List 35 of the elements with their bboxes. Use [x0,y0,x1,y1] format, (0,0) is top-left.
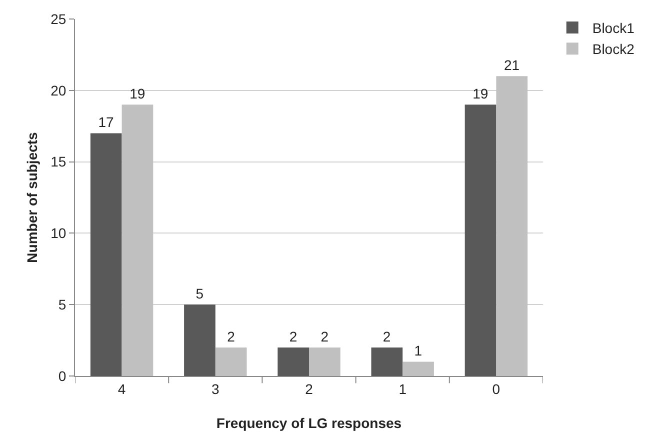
bar [278,347,309,376]
data-label: 5 [196,286,204,302]
data-label: 2 [227,328,236,344]
legend-label: Block1 [592,20,635,36]
x-tick-label: 2 [305,380,314,397]
bar [215,347,247,376]
y-tick-label: 0 [58,368,66,384]
y-tick-label: 25 [50,10,66,27]
bar [402,362,434,376]
data-label: 19 [472,86,488,102]
y-tick-label: 20 [50,82,66,98]
data-label: 2 [289,328,298,344]
y-tick-label: 10 [50,225,66,242]
data-label: 19 [130,86,146,102]
bar [90,133,122,376]
x-tick-label: 3 [212,380,220,397]
y-tick-label: 15 [50,154,66,170]
data-label: 21 [504,57,520,74]
bar [464,104,496,376]
x-tick-label: 0 [492,380,500,397]
bar [184,304,216,376]
y-axis-title: Number of subjects [24,132,40,263]
x-tick-label: 4 [118,380,126,397]
data-label: 17 [98,114,114,130]
data-label: 2 [382,328,391,344]
data-label: 2 [320,328,329,344]
data-label: 1 [414,342,422,359]
bar [371,347,403,376]
bar [122,104,154,376]
bar [496,76,528,376]
legend-label: Block2 [592,41,635,58]
y-tick-label: 5 [58,296,66,312]
x-tick-label: 1 [398,380,407,397]
bar [309,347,340,376]
x-axis-title: Frequency of LG responses [216,415,402,431]
